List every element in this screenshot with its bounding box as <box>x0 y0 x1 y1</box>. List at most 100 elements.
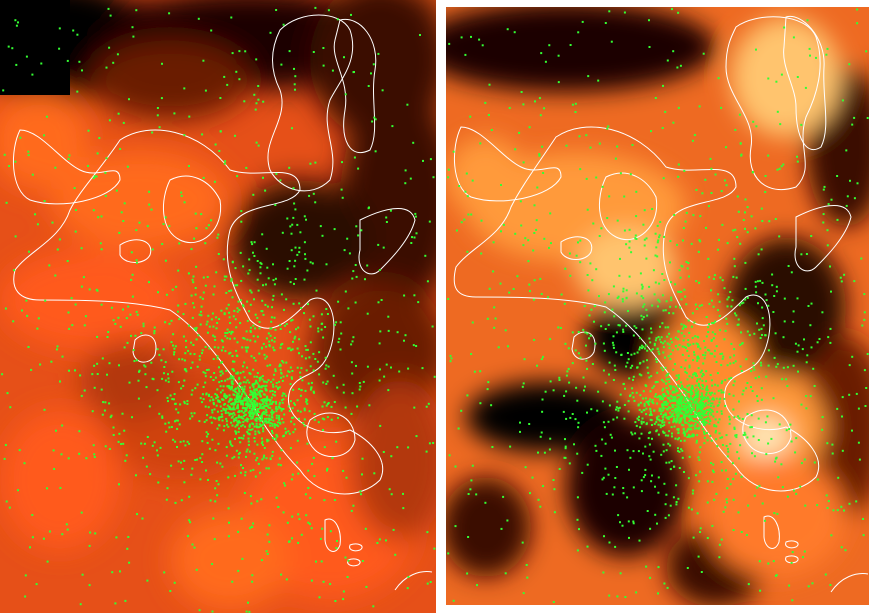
source-point <box>681 423 683 426</box>
source-point <box>191 278 194 281</box>
source-point <box>808 47 811 50</box>
source-point <box>629 173 632 176</box>
source-point <box>284 394 287 397</box>
source-point <box>589 146 592 149</box>
source-point <box>702 412 705 415</box>
source-point <box>581 471 584 474</box>
source-point <box>411 236 413 239</box>
source-point <box>275 172 278 175</box>
source-point <box>677 447 679 450</box>
source-point <box>259 272 262 275</box>
source-point <box>101 413 104 416</box>
source-point <box>658 300 661 303</box>
source-point <box>237 530 240 533</box>
source-point <box>166 487 169 490</box>
source-point <box>690 396 693 399</box>
source-point <box>204 375 207 378</box>
source-point <box>660 410 663 413</box>
source-point <box>298 246 301 249</box>
source-point <box>104 194 107 197</box>
source-point <box>679 306 682 309</box>
source-point <box>709 393 712 396</box>
source-point <box>247 437 250 440</box>
source-point <box>646 314 649 317</box>
source-point <box>229 440 232 443</box>
source-point <box>202 386 205 388</box>
source-point <box>494 317 497 320</box>
source-point <box>330 405 333 408</box>
source-point <box>137 379 140 382</box>
source-point <box>294 335 297 338</box>
contour-line <box>598 172 658 241</box>
source-point <box>768 220 771 223</box>
source-point <box>260 414 263 417</box>
source-point <box>267 332 270 335</box>
source-point <box>514 148 517 151</box>
source-point <box>623 195 626 198</box>
source-point <box>677 412 680 415</box>
source-point <box>674 396 677 399</box>
source-point <box>640 283 643 286</box>
source-point <box>248 381 251 384</box>
source-point <box>612 418 615 421</box>
source-point <box>464 190 467 193</box>
source-point <box>260 498 263 501</box>
source-point <box>259 405 262 408</box>
source-point <box>601 185 604 188</box>
source-point <box>40 62 43 65</box>
source-point <box>9 406 12 409</box>
source-point <box>588 314 591 317</box>
source-point <box>61 355 64 358</box>
source-point <box>649 418 652 421</box>
source-point <box>171 370 174 373</box>
source-point <box>683 367 686 370</box>
source-point <box>244 398 247 401</box>
source-point <box>107 331 110 333</box>
source-point <box>138 221 141 224</box>
source-point <box>109 416 112 419</box>
source-point <box>238 377 241 380</box>
source-point <box>696 421 699 424</box>
source-point <box>674 336 677 339</box>
source-point <box>127 305 130 308</box>
source-point <box>211 438 214 441</box>
source-point <box>658 236 660 239</box>
source-point <box>639 361 642 364</box>
source-point <box>721 357 724 360</box>
source-point <box>565 390 568 393</box>
source-point <box>680 403 683 406</box>
source-point <box>747 583 750 586</box>
source-point <box>660 366 663 369</box>
source-point <box>708 409 710 411</box>
source-point <box>289 331 292 334</box>
source-point <box>131 295 134 298</box>
source-point <box>291 407 294 410</box>
source-point <box>764 421 767 424</box>
source-point <box>309 388 312 391</box>
source-point <box>630 431 633 434</box>
source-point <box>36 223 39 226</box>
source-point <box>595 176 598 179</box>
source-point <box>275 414 278 417</box>
source-point <box>413 236 416 239</box>
source-point <box>664 356 666 359</box>
source-point <box>296 399 299 402</box>
source-point <box>241 390 244 393</box>
source-point <box>204 89 207 92</box>
source-point <box>165 430 168 433</box>
source-point <box>298 251 301 254</box>
source-point <box>680 398 683 401</box>
source-point <box>429 581 432 583</box>
source-point <box>519 421 521 424</box>
source-point <box>207 433 210 436</box>
source-point <box>396 331 399 334</box>
source-point <box>667 514 670 517</box>
source-point <box>207 406 210 409</box>
source-point <box>717 293 720 296</box>
source-point <box>274 437 277 440</box>
source-point <box>694 420 697 423</box>
source-point <box>324 326 327 328</box>
source-point <box>729 356 732 359</box>
source-point <box>685 303 688 306</box>
source-point <box>711 331 714 334</box>
